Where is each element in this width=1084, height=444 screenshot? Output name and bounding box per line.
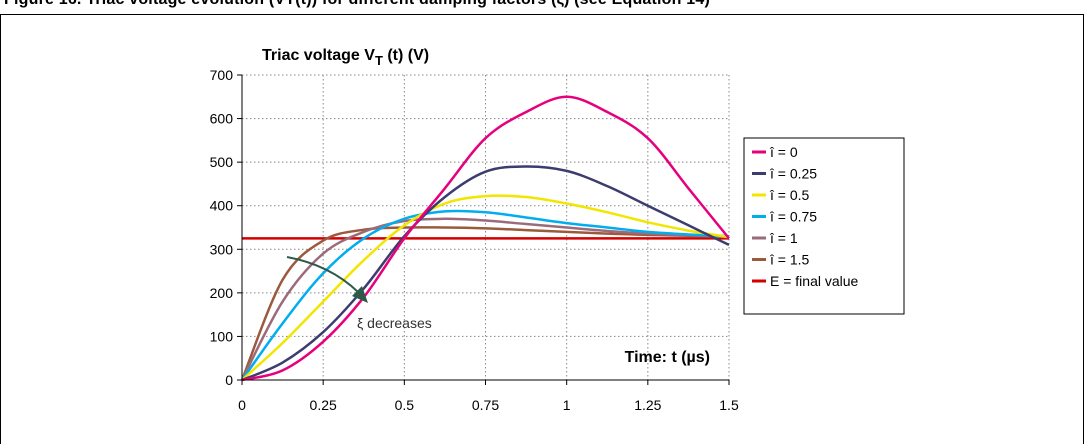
figure-caption: Figure 16. Triac voltage evolution (VT(t… xyxy=(4,0,710,9)
x-axis-label: Time: t (µs) xyxy=(625,349,710,366)
chart-title-main: Triac voltage V xyxy=(262,47,375,64)
axes xyxy=(237,74,730,385)
annotation-arrowhead xyxy=(352,286,368,303)
y-tick-label: 500 xyxy=(210,154,234,170)
x-tick-label: 0 xyxy=(238,397,246,413)
y-tick-label: 300 xyxy=(210,241,234,257)
series-line-1 xyxy=(241,165,730,382)
legend-entry: î = 1 xyxy=(769,230,798,246)
y-tick-label: 200 xyxy=(210,285,234,301)
y-tick-label: 400 xyxy=(210,198,234,214)
chart-title-rest: (t) (V) xyxy=(383,47,429,64)
x-tick-label: 0.75 xyxy=(472,397,499,413)
series-line-2 xyxy=(241,194,730,381)
series-lines xyxy=(240,95,730,382)
legend-entry: î = 1.5 xyxy=(769,252,810,268)
series-line-4 xyxy=(240,217,730,381)
x-tick-label: 1.5 xyxy=(719,397,739,413)
series-line-3 xyxy=(240,209,730,381)
tick-labels: 0 0.25 0.5 0.75 1 1.25 1.5 0 100 200 300 400 500 600 7… xyxy=(210,67,739,413)
legend-entry: î = 0 xyxy=(769,144,798,160)
chart-title-subscript: T xyxy=(375,53,383,68)
x-tick-label: 0.5 xyxy=(395,397,415,413)
x-tick-label: 0.25 xyxy=(310,397,337,413)
figure-caption-strip: Figure 16. Triac voltage evolution (VT(t… xyxy=(0,0,1084,14)
y-tick-label: 600 xyxy=(210,111,234,127)
y-tick-label: 700 xyxy=(210,67,234,83)
x-tick-label: 1 xyxy=(563,397,571,413)
legend-box xyxy=(743,137,905,315)
legend-entry: E = final value xyxy=(770,273,859,289)
x-tick-label: 1.25 xyxy=(634,397,661,413)
annotation-arrow xyxy=(286,256,359,293)
annotation-label: ξ decreases xyxy=(357,315,432,331)
annotation: ξ decreases xyxy=(286,256,432,331)
series-line-0 xyxy=(241,95,730,382)
legend-entry: î = 0.75 xyxy=(769,209,817,225)
legend-entry: î = 0.25 xyxy=(769,166,817,182)
series-line-5 xyxy=(240,226,730,381)
legend: î = 0 î = 0.25 î = 0.5 î = 0.75 î = 1 î = 1.5… xyxy=(743,137,905,315)
y-tick-label: 0 xyxy=(225,372,233,388)
chart-title: Triac voltage VT (t) (V) xyxy=(262,47,429,68)
y-tick-label: 100 xyxy=(210,328,234,344)
legend-entry: î = 0.5 xyxy=(769,187,810,203)
